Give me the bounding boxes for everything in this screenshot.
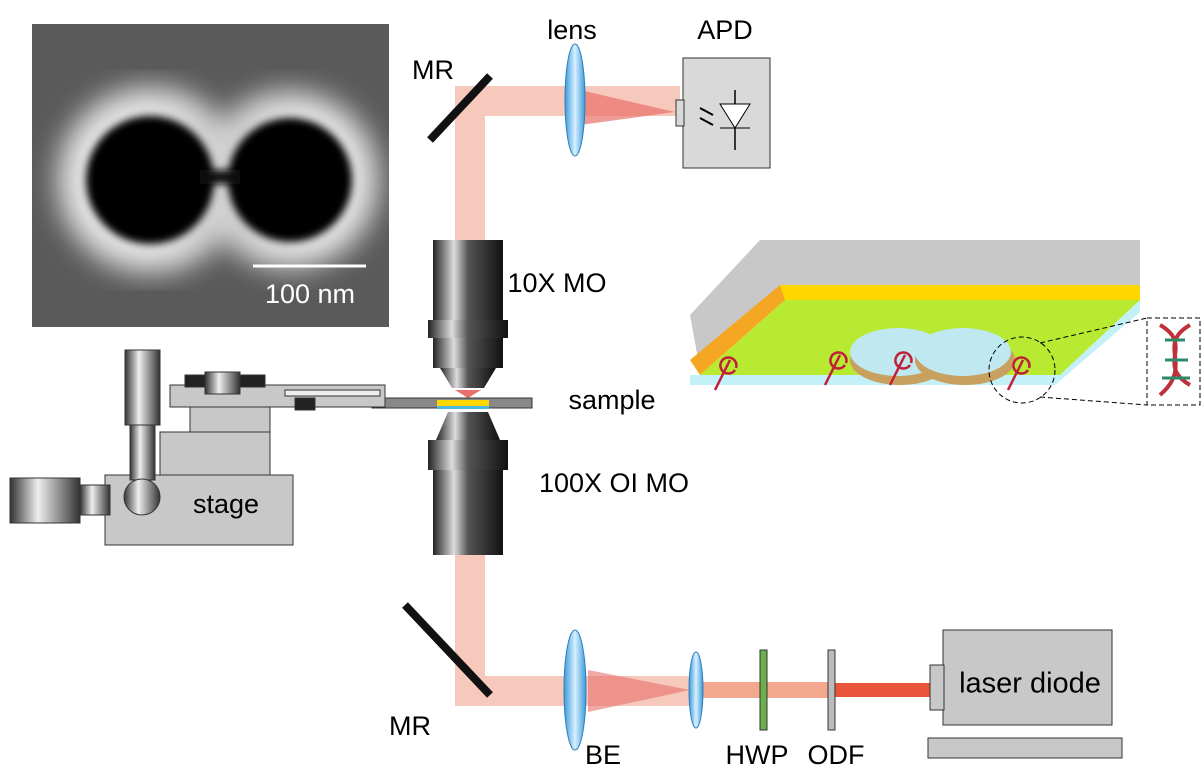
label: MR (412, 55, 454, 85)
apd (676, 58, 770, 168)
sample-chip (437, 406, 489, 409)
lens (565, 44, 585, 156)
lens (689, 652, 703, 728)
label: stage (193, 489, 259, 519)
label: lens (547, 15, 597, 45)
label: 10X MO (507, 268, 606, 298)
label: 100X OI MO (539, 468, 689, 498)
label: sample (568, 385, 655, 415)
objective (428, 412, 508, 555)
half-wave-plate (760, 650, 767, 730)
label: laser diode (959, 668, 1101, 700)
optical-setup: 100 nm (0, 0, 1201, 769)
label: MR (389, 711, 431, 741)
label: BE (585, 740, 621, 769)
objective (428, 240, 508, 398)
label: HWP (726, 740, 789, 769)
label: APD (697, 15, 753, 45)
lens (564, 630, 586, 750)
sample-chip (437, 400, 489, 406)
scale-label: 100 nm (265, 279, 355, 309)
beam (835, 683, 935, 697)
label: ODF (808, 740, 865, 769)
optical-density-filter (828, 650, 835, 730)
sample-schematic (690, 240, 1200, 405)
